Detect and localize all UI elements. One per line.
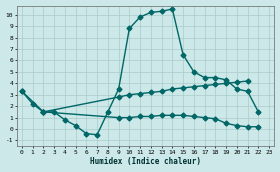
X-axis label: Humidex (Indice chaleur): Humidex (Indice chaleur) [90,157,201,166]
